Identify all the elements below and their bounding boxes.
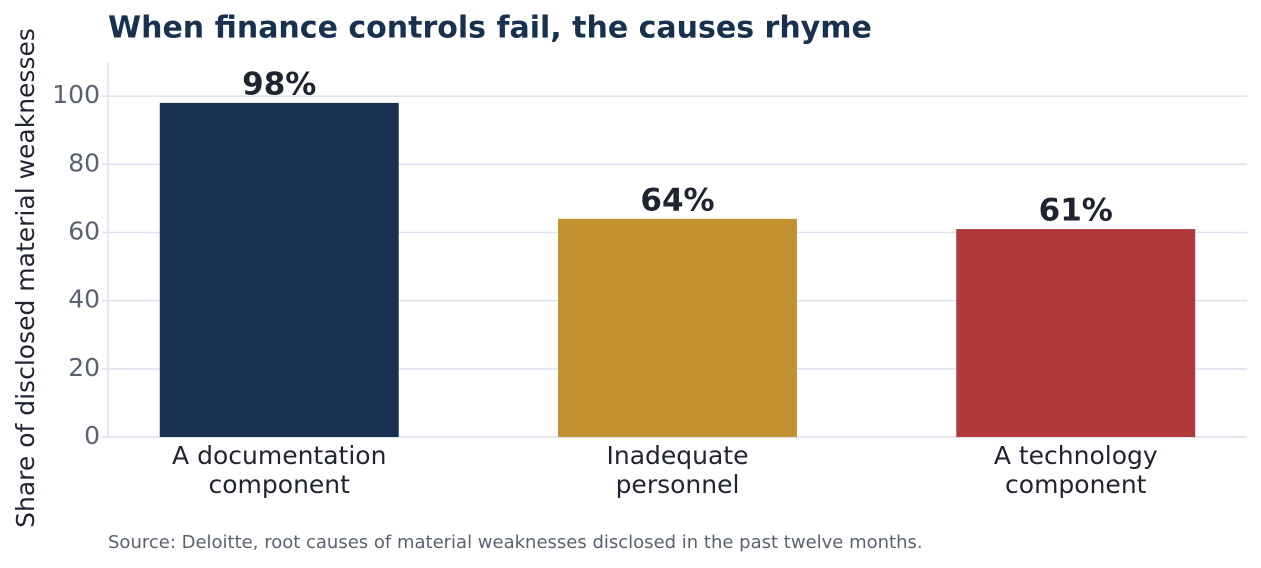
y-axis-label: Share of disclosed material weaknesses	[11, 28, 40, 528]
y-tick-label: 0	[84, 421, 100, 450]
source-note: Source: Deloitte, root causes of materia…	[108, 532, 923, 553]
x-tick-label: A technology component	[993, 441, 1158, 499]
chart-title: When finance controls fail, the causes r…	[108, 11, 872, 46]
y-tick-label: 80	[68, 148, 100, 177]
y-tick-label: 40	[68, 285, 100, 314]
value-label: 61%	[1039, 193, 1113, 229]
bar	[159, 102, 399, 437]
y-tick-label: 20	[68, 353, 100, 382]
y-tick-label: 100	[52, 80, 100, 109]
bar	[956, 229, 1196, 437]
value-label: 98%	[242, 66, 316, 102]
value-label: 64%	[640, 182, 714, 218]
bar	[558, 218, 797, 437]
x-tick-label: A documentation component	[172, 441, 387, 499]
y-tick-label: 60	[68, 216, 100, 245]
x-tick-label: Inadequate personnel	[606, 441, 749, 499]
